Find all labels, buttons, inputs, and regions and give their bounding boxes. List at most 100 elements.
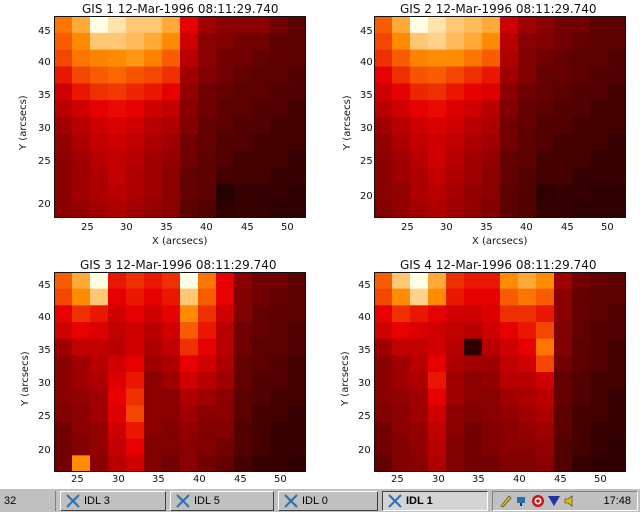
heatmap-cell: [90, 16, 109, 34]
heatmap-cell: [464, 150, 483, 168]
x-tick: 50: [594, 474, 607, 485]
heatmap-cell: [180, 32, 199, 51]
heatmap-cell: [288, 16, 306, 34]
heatmap-cell: [54, 167, 73, 185]
heatmap-cell: [252, 150, 271, 168]
heatmap-cell: [162, 305, 181, 323]
heatmap-cell: [180, 288, 199, 306]
heatmap-cell: [572, 117, 591, 135]
heatmap-cell: [608, 322, 626, 340]
heatmap-cell: [482, 288, 501, 306]
x-tick: 50: [274, 474, 287, 485]
heatmap-cell: [288, 372, 306, 390]
x-tick: 35: [480, 222, 493, 233]
heatmap-cell: [428, 305, 447, 323]
heatmap-cell: [482, 83, 501, 101]
heatmap-cell: [144, 201, 163, 218]
heatmap-cell: [216, 49, 235, 67]
heatmap-cell: [482, 100, 501, 118]
x-window-icon: [388, 494, 402, 508]
heatmap-cell: [482, 16, 501, 34]
heatmap-cell: [554, 16, 573, 34]
heatmap-cell: [180, 66, 199, 84]
heatmap-cell: [216, 388, 235, 406]
heatmap-cell: [500, 49, 519, 67]
x-tick: 30: [440, 222, 453, 233]
taskbar-button-idl-5[interactable]: IDL 5: [170, 491, 274, 511]
heatmap-cell: [270, 133, 289, 152]
x-tick: 45: [234, 474, 247, 485]
heatmap-cell: [590, 100, 609, 118]
heatmap-cell: [216, 66, 235, 84]
heatmap-cell: [464, 83, 483, 101]
taskbar: 32 IDL 3 IDL 5 IDL 0 IDL 1 17:48: [0, 488, 640, 512]
heatmap-cell: [234, 405, 253, 423]
heatmap-cell: [428, 83, 447, 101]
heatmap-cell: [90, 372, 109, 390]
heatmap-cell: [216, 372, 235, 390]
heatmap-cell: [482, 305, 501, 323]
heatmap-cell: [270, 167, 289, 185]
heatmap-cell: [608, 16, 626, 34]
heatmap-cell: [374, 438, 393, 456]
heatmap-cell: [252, 322, 271, 340]
heatmap-cell: [126, 83, 145, 101]
heatmap-cell: [608, 288, 626, 306]
heatmap-cell: [446, 422, 465, 440]
heatmap-cell: [590, 338, 609, 356]
pen-icon[interactable]: [499, 494, 513, 508]
heatmap-cell: [108, 16, 127, 34]
y-tick: 40: [38, 57, 51, 68]
heatmap-cell: [428, 66, 447, 84]
heatmap-cell: [144, 355, 163, 373]
heatmap-cell: [536, 66, 555, 84]
heatmap-cell: [572, 49, 591, 67]
heatmap-cell: [270, 322, 289, 340]
taskbar-button-idl-1[interactable]: IDL 1: [382, 491, 488, 511]
heatmap-cell: [374, 184, 393, 202]
heatmap-cell: [392, 305, 411, 323]
heatmap-cell: [374, 372, 393, 390]
heatmap-cell: [590, 322, 609, 340]
y-tick: 25: [38, 411, 51, 422]
volume-icon[interactable]: [563, 494, 577, 508]
heatmap-cell: [392, 32, 411, 51]
heatmap-cell: [500, 16, 519, 34]
taskbar-button-idl-3[interactable]: IDL 3: [60, 491, 166, 511]
heatmap-cell: [72, 100, 91, 118]
heatmap-cell: [500, 201, 519, 218]
heatmap-cell: [572, 150, 591, 168]
heatmap-cell: [198, 338, 217, 356]
heatmap-cell: [590, 49, 609, 67]
x-tick: 45: [241, 222, 254, 233]
target-icon[interactable]: [531, 494, 545, 508]
heatmap-cell: [518, 305, 537, 323]
heatmap-cell: [180, 133, 199, 152]
heatmap-cell: [126, 117, 145, 135]
heatmap-cell: [180, 455, 199, 472]
heatmap-cell: [536, 100, 555, 118]
heatmap-cell: [590, 83, 609, 101]
heatmap-cell: [518, 133, 537, 152]
heatmap-cell: [410, 288, 429, 306]
heatmap-cell: [54, 422, 73, 440]
network-icon[interactable]: [515, 494, 529, 508]
heatmap-cell: [126, 288, 145, 306]
heatmap-gis-2: [374, 16, 626, 218]
heatmap-cell: [554, 288, 573, 306]
heatmap-cell: [608, 438, 626, 456]
heatmap-cell: [180, 338, 199, 356]
panel-title: GIS 1 12-Mar-1996 08:11:29.740: [82, 2, 279, 16]
heatmap-cell: [270, 422, 289, 440]
heatmap-cell: [90, 66, 109, 84]
shield-icon[interactable]: [547, 494, 561, 508]
heatmap-cell: [270, 288, 289, 306]
heatmap-cell: [252, 100, 271, 118]
taskbar-button-idl-0[interactable]: IDL 0: [278, 491, 378, 511]
heatmap-cell: [270, 455, 289, 472]
heatmap-cell: [464, 455, 483, 472]
heatmap-cell: [144, 66, 163, 84]
heatmap-cell: [428, 338, 447, 356]
heatmap-cell: [198, 49, 217, 67]
heatmap-cell: [446, 288, 465, 306]
